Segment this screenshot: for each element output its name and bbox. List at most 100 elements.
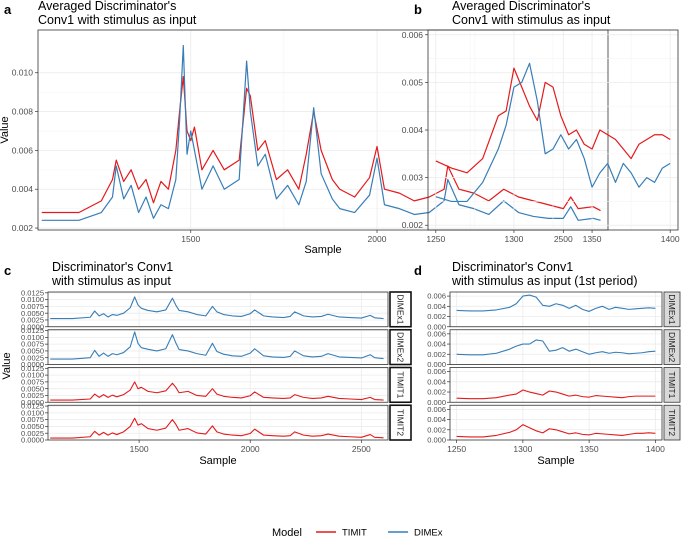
y-tick-label: 0.006 <box>427 329 446 338</box>
panel-title-b-line-1: Averaged Discriminator's <box>452 0 590 13</box>
y-tick-label: 0.002 <box>427 425 446 434</box>
series-line-dimex <box>435 62 671 203</box>
legend-title: Model <box>272 527 302 539</box>
y-tick-label: 0.0075 <box>21 415 44 424</box>
y-tick-label: 0.005 <box>402 77 424 87</box>
y-tick-label: 0.0125 <box>21 288 44 297</box>
plot-c: DIMEx10.00000.00250.00500.00750.01000.01… <box>1 288 412 467</box>
y-tick-label: 0.0100 <box>21 333 44 342</box>
y-tick-label: 0.004 <box>402 125 424 135</box>
plot-d: DIMEx10.0000.0020.0040.006DIMEx20.0000.0… <box>427 291 681 467</box>
series-line-dimex2 <box>456 339 656 356</box>
facet-timit1: TIMIT1 0.00000.00250.00500.00750.01000.01… <box>21 364 412 407</box>
x-tick-label: 1300 <box>513 444 532 454</box>
facet-timit2: TIMIT2 0.00000.00250.00500.00750.01000.01… <box>21 402 412 445</box>
y-tick-label: 0.002 <box>427 388 446 397</box>
facet-strip-label: TIMIT2 <box>667 409 677 436</box>
y-tick-label: 0.004 <box>427 415 446 424</box>
panel-letter-c: c <box>4 263 11 278</box>
series-line-timit2 <box>456 424 656 438</box>
y-tick-label: 0.0000 <box>21 436 44 445</box>
y-tick-label: 0.0050 <box>21 309 44 318</box>
legend-label-timit: TIMIT <box>342 528 367 539</box>
facet-frame <box>47 329 389 365</box>
facet-frame <box>449 404 663 441</box>
x-tick-label: 1300 <box>504 234 523 244</box>
x-tick-label: 1500 <box>181 234 200 244</box>
y-tick-label: 0.0000 <box>21 360 44 369</box>
series-line-timit1 <box>456 389 656 400</box>
facet-strip <box>389 291 412 328</box>
series-line-timit2 <box>50 417 384 439</box>
y-tick-label: 0.006 <box>402 30 424 40</box>
legend: Model TIMIT DIMEx <box>272 527 443 539</box>
facet-strip-label: TIMIT2 <box>396 409 406 436</box>
y-tick-label: 0.0125 <box>21 326 44 335</box>
x-tick-label: 2000 <box>241 444 260 454</box>
facet-strip <box>663 404 681 441</box>
y-tick-label: 0.0050 <box>21 347 44 356</box>
y-tick-label: 0.0100 <box>21 408 44 417</box>
series-line-dimex <box>41 44 601 221</box>
x-tick-label: 1500 <box>130 444 149 454</box>
y-tick-label: 0.0050 <box>21 422 44 431</box>
panel-title-a-line-1: Averaged Discriminator's <box>38 0 176 13</box>
panel-title-a-line-2: Conv1 with stimulus as input <box>38 13 197 27</box>
facet-strip <box>663 367 681 403</box>
panel-title-d-line-2: with stimulus as input (1st period) <box>451 274 638 288</box>
facet-frame <box>449 291 663 328</box>
y-tick-label: 0.0100 <box>21 371 44 380</box>
x-tick-label: 1350 <box>580 444 599 454</box>
y-tick-label: 0.002 <box>12 223 34 233</box>
y-tick-label: 0.004 <box>427 340 446 349</box>
y-tick-label: 0.003 <box>402 173 424 183</box>
facet-frame <box>47 404 389 441</box>
x-tick-label: 1350 <box>583 234 602 244</box>
y-tick-label: 0.0100 <box>21 295 44 304</box>
facet-strip <box>663 291 681 328</box>
x-tick-label: 2500 <box>352 444 371 454</box>
panel-letter-d: d <box>414 263 422 278</box>
y-tick-label: 0.004 <box>12 184 34 194</box>
y-tick-label: 0.006 <box>427 292 446 301</box>
panel-title-b-line-2: Conv1 with stimulus as input <box>452 13 611 27</box>
y-axis-label: Value <box>0 116 11 143</box>
facet-frame <box>449 367 663 403</box>
x-tick-label: 2000 <box>368 234 387 244</box>
series-line-dimex2 <box>50 331 384 360</box>
y-tick-label: 0.008 <box>12 107 34 117</box>
y-tick-label: 0.0075 <box>21 377 44 386</box>
y-tick-label: 0.000 <box>427 360 446 369</box>
panel-title-d-line-1: Discriminator's Conv1 <box>452 260 573 274</box>
y-tick-label: 0.002 <box>427 312 446 321</box>
x-tick-label: 1400 <box>661 234 680 244</box>
series-line-timit <box>435 67 671 174</box>
y-tick-label: 0.000 <box>427 398 446 407</box>
x-axis-label: Sample <box>537 455 574 467</box>
facet-dimex1: DIMEx1 0.00000.00250.00500.00750.01000.01… <box>21 288 412 331</box>
series-line-dimex1 <box>456 294 656 312</box>
facet-strip-label: TIMIT1 <box>667 371 677 398</box>
y-tick-label: 0.0025 <box>21 429 44 438</box>
facet-frame <box>47 367 389 403</box>
series-line-timit1 <box>50 381 384 401</box>
y-tick-label: 0.000 <box>427 436 446 445</box>
y-tick-label: 0.0075 <box>21 302 44 311</box>
y-tick-label: 0.0125 <box>21 364 44 373</box>
y-tick-label: 0.0075 <box>21 340 44 349</box>
y-tick-label: 0.006 <box>427 405 446 414</box>
facet-frame <box>47 291 389 328</box>
facet-strip-label: DIMEx2 <box>667 332 677 363</box>
y-tick-label: 0.0050 <box>21 384 44 393</box>
facet-strip <box>389 328 412 366</box>
x-tick-label: 1250 <box>426 234 445 244</box>
facet-strip <box>389 404 412 441</box>
y-tick-label: 0.006 <box>427 367 446 376</box>
y-tick-label: 0.002 <box>427 350 446 359</box>
y-axis-label: Value <box>1 352 13 379</box>
y-tick-label: 0.010 <box>12 68 34 78</box>
